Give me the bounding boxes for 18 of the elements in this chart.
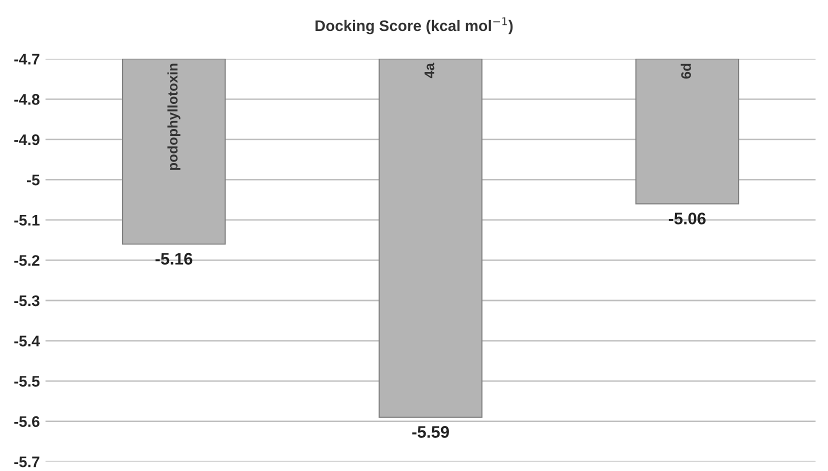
data-label: -5.59 [412, 426, 449, 438]
y-tick-label: -5 [27, 174, 40, 186]
y-tick-label: -4.7 [14, 54, 40, 64]
y-tick-label: -5.5 [14, 376, 40, 387]
x-tick-label: 6d [680, 64, 691, 79]
y-tick-label: -5.3 [14, 295, 40, 306]
y-tick-label: -4.9 [14, 134, 40, 146]
chart-title: Docking Score (kcal mol$^{−1}$) [316, 17, 513, 34]
data-label: -5.16 [156, 252, 192, 265]
x-tick-label: 4a [424, 62, 434, 78]
x-tick-label: podophyllotoxin [167, 64, 180, 170]
data-label: -5.06 [668, 212, 706, 224]
y-tick-label: -5.2 [14, 255, 40, 266]
y-tick-label: -5.7 [14, 456, 40, 468]
y-tick-label: -5.4 [14, 336, 40, 346]
y-tick-label: -5.6 [14, 416, 40, 427]
y-tick-label: -5.1 [14, 214, 40, 226]
y-tick-label: -4.8 [14, 94, 40, 105]
